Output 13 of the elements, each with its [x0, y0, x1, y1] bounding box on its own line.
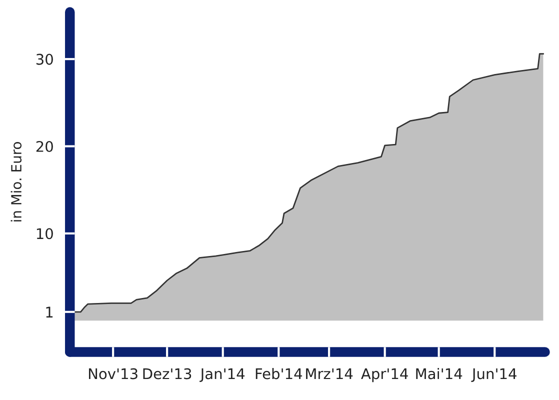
- y-axis-title: in Mio. Euro: [10, 142, 22, 222]
- x-tick-label: Jan'14: [200, 368, 245, 382]
- x-tick-label: Jun'14: [471, 368, 516, 382]
- x-tick-label: Dez'13: [143, 368, 192, 380]
- y-tick-label: 20: [36, 140, 53, 152]
- y-tick-label: 1: [46, 306, 53, 318]
- x-tick-label: Nov'13: [88, 368, 138, 380]
- x-tick-label: Mrz'14: [306, 368, 353, 380]
- x-tick-label: Mai'14: [416, 368, 462, 380]
- y-tick-label: 10: [36, 228, 53, 240]
- y-tick-label: 30: [36, 54, 53, 65]
- x-tick-label: Feb'14: [256, 368, 302, 380]
- x-tick-label: Apr'14: [361, 368, 408, 382]
